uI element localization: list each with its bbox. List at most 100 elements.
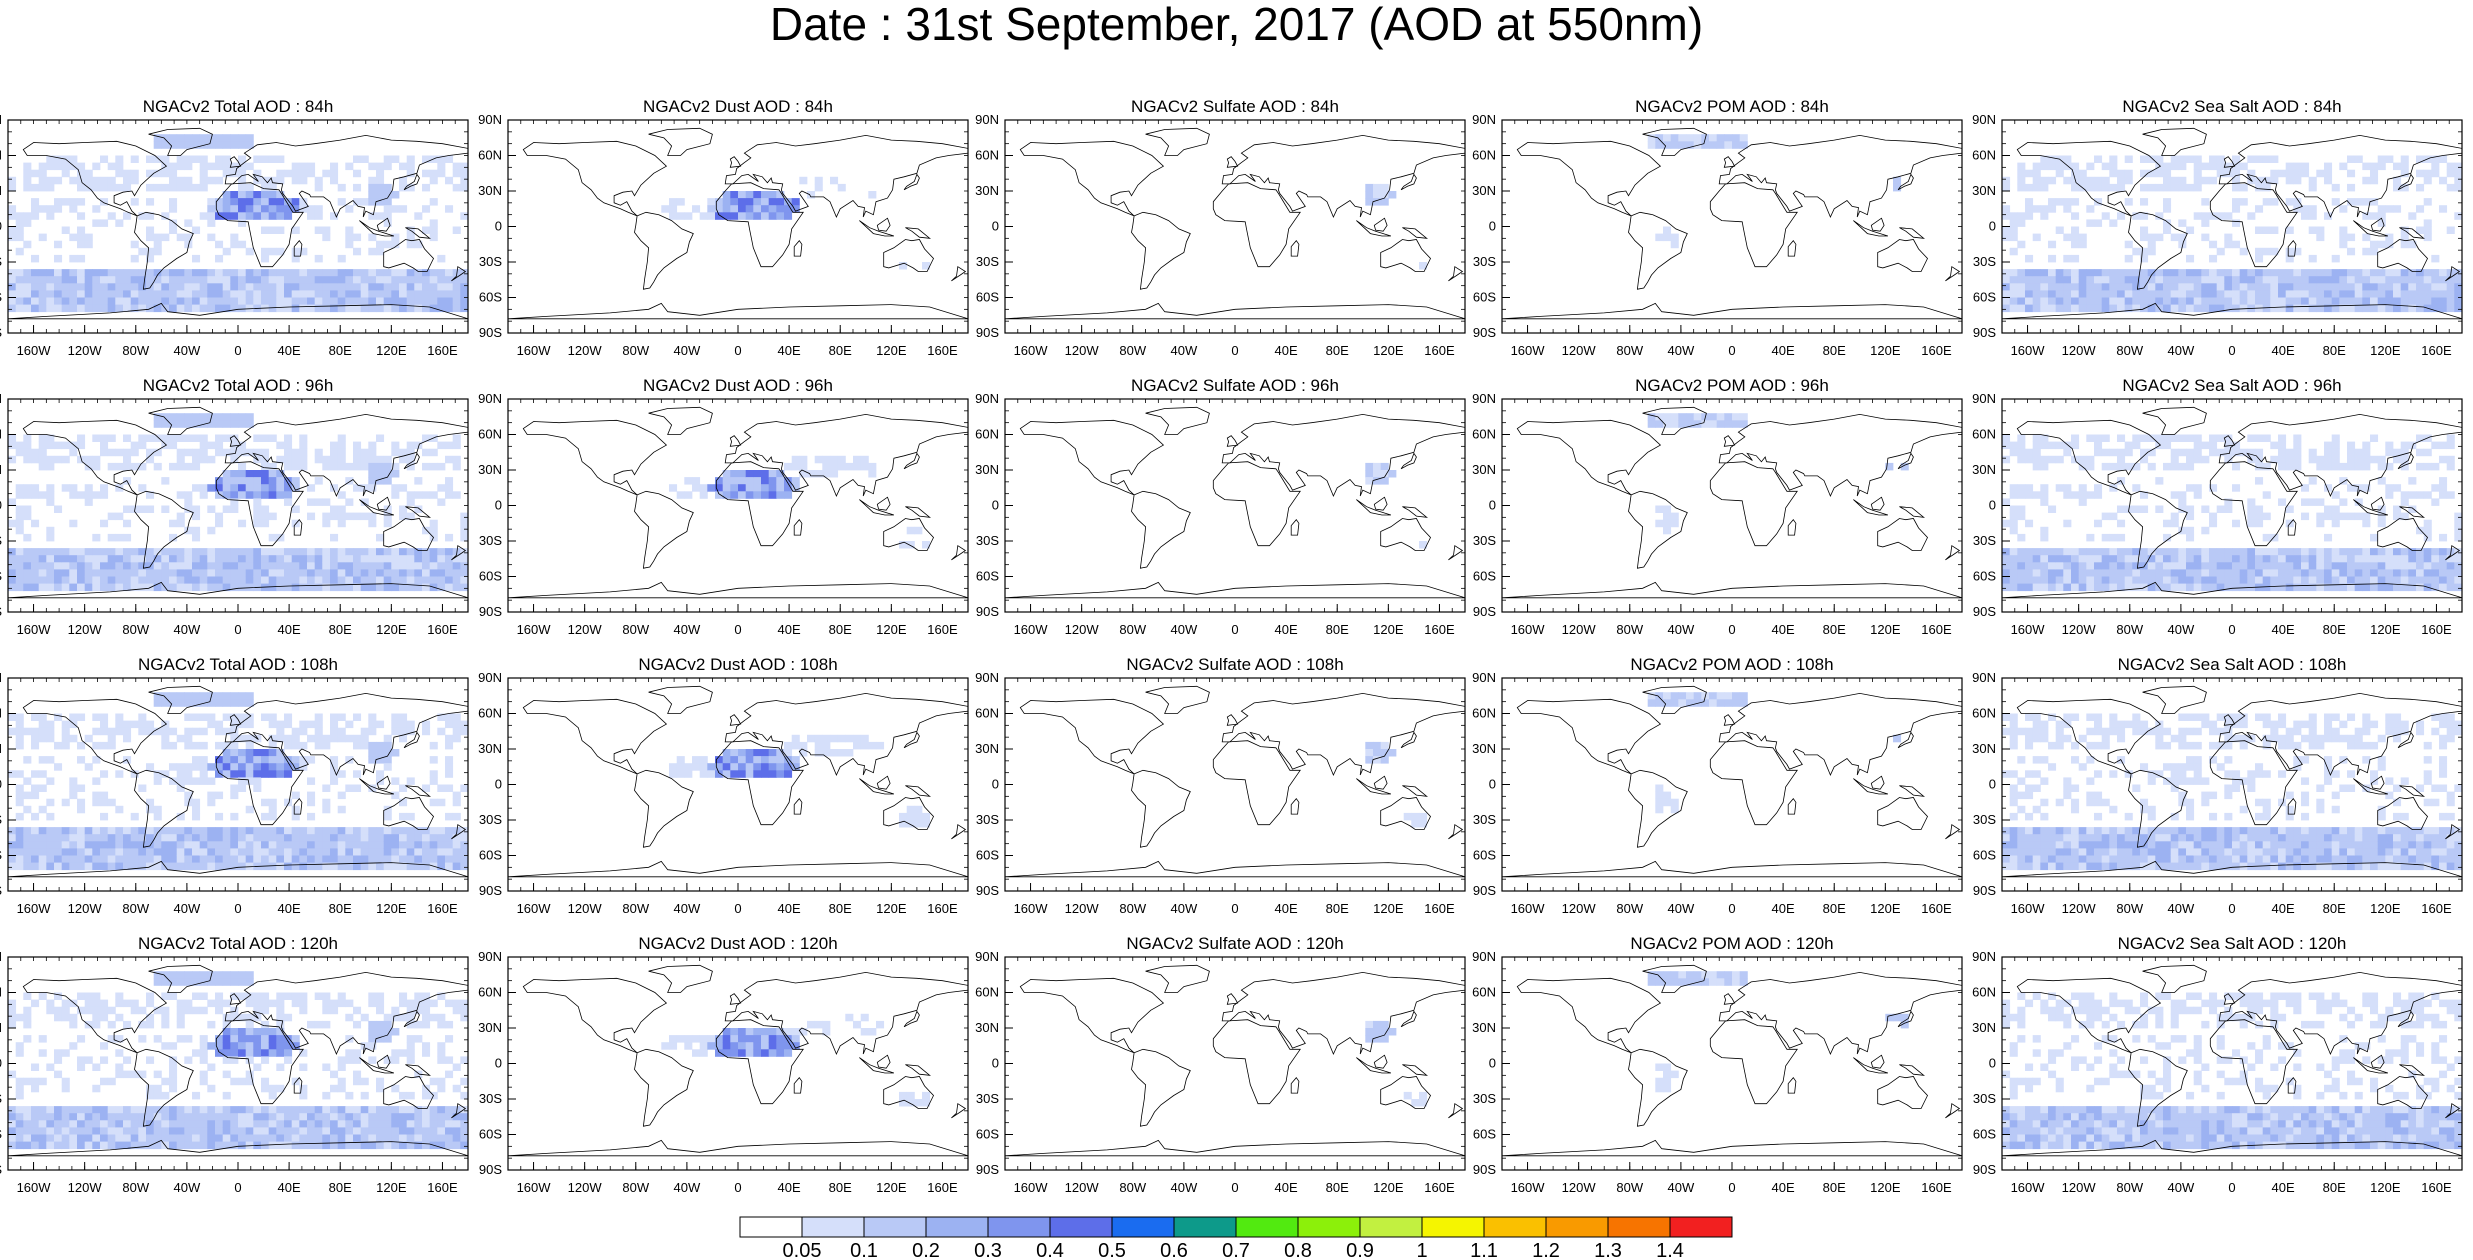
aod-cell	[2285, 505, 2294, 513]
coastline-australia	[883, 239, 934, 272]
aod-cell	[2124, 441, 2133, 450]
aod-cell	[337, 297, 346, 305]
aod-cell	[276, 491, 285, 499]
aod-cell	[1900, 462, 1909, 471]
aod-cell	[184, 692, 193, 700]
aod-cell	[245, 548, 254, 556]
aod-cell	[100, 484, 109, 492]
aod-cell	[2324, 505, 2333, 513]
aod-cell	[2017, 219, 2026, 227]
aod-cell	[230, 569, 239, 577]
aod-cell	[2224, 276, 2233, 284]
aod-cell	[207, 555, 216, 563]
aod-cell	[61, 720, 70, 729]
aod-cell	[2040, 484, 2049, 492]
aod-cell	[2032, 555, 2041, 563]
aod-cell	[2293, 448, 2302, 457]
aod-cell	[161, 727, 170, 736]
aod-cell	[54, 763, 63, 771]
aod-cell	[1716, 134, 1725, 142]
aod-cell	[138, 555, 147, 563]
lat-tick-label: 30N	[1972, 183, 1996, 198]
aod-cell	[276, 533, 285, 542]
aod-cell	[69, 276, 78, 284]
aod-cell	[2347, 484, 2356, 492]
aod-cell	[1655, 505, 1664, 513]
aod-cell	[2163, 283, 2172, 291]
aod-cell	[2124, 583, 2133, 592]
aod-cell	[2262, 269, 2271, 277]
aod-cell	[54, 576, 63, 584]
aod-cell	[2147, 434, 2156, 442]
aod-cell	[2247, 548, 2256, 556]
aod-cell	[2393, 583, 2402, 592]
aod-cell	[322, 276, 331, 284]
aod-cell	[192, 548, 201, 556]
aod-cell	[184, 583, 193, 592]
aod-cell	[353, 183, 362, 192]
aod-cell	[161, 699, 170, 707]
aod-cell	[722, 212, 731, 220]
aod-cell	[2431, 569, 2440, 577]
aod-cell	[92, 269, 101, 277]
aod-cell	[368, 283, 377, 291]
aod-cell	[230, 562, 239, 570]
aod-cell	[452, 226, 461, 234]
aod-cell	[2009, 448, 2018, 457]
aod-cell	[15, 713, 24, 721]
aod-cell	[2178, 240, 2187, 249]
aod-cell	[15, 562, 24, 570]
aod-cell	[2385, 276, 2394, 284]
aod-cell	[115, 448, 124, 457]
aod-field	[1365, 462, 1428, 549]
aod-cell	[245, 247, 254, 256]
coastline-japan	[2397, 173, 2414, 191]
aod-cell	[1380, 191, 1389, 199]
aod-cell	[130, 441, 139, 450]
aod-cell	[360, 297, 369, 305]
aod-cell	[2416, 576, 2425, 584]
aod-cell	[2400, 555, 2409, 563]
aod-cell	[314, 297, 323, 305]
aod-cell	[422, 304, 431, 313]
aod-cell	[2178, 162, 2187, 171]
aod-cell	[261, 484, 270, 492]
aod-cell	[291, 505, 300, 513]
aod-cell	[2431, 583, 2440, 592]
coastline-new-guinea	[2399, 227, 2425, 239]
aod-cell	[2124, 462, 2133, 471]
aod-cell	[1678, 141, 1687, 149]
aod-cell	[1893, 176, 1902, 185]
aod-cell	[61, 855, 70, 863]
coastline-africa	[715, 461, 804, 547]
aod-cell	[2017, 176, 2026, 185]
aod-cell	[2255, 155, 2264, 163]
aod-cell	[2193, 290, 2202, 298]
aod-cell	[176, 576, 185, 584]
aod-cell	[2285, 562, 2294, 570]
aod-cell	[1663, 141, 1672, 149]
aod-cell	[2331, 512, 2340, 521]
aod-cell	[406, 304, 415, 313]
aod-cell	[15, 247, 24, 256]
aod-cell	[1380, 183, 1389, 192]
aod-cell	[2239, 297, 2248, 305]
aod-cell	[2324, 455, 2333, 464]
aod-cell	[699, 484, 708, 492]
aod-cell	[460, 583, 469, 592]
aod-cell	[2209, 297, 2218, 305]
aod-cell	[38, 441, 47, 450]
aod-cell	[2055, 441, 2064, 450]
aod-cell	[2117, 455, 2126, 464]
aod-cell	[2393, 276, 2402, 284]
aod-cell	[153, 576, 162, 584]
aod-cell	[2316, 498, 2325, 506]
aod-cell	[2002, 290, 2011, 298]
aod-cell	[284, 441, 293, 450]
aod-cell	[2032, 455, 2041, 464]
aod-cell	[2071, 576, 2080, 584]
aod-cell	[2354, 548, 2363, 556]
aod-cell	[107, 734, 116, 743]
aod-cell	[322, 169, 331, 178]
aod-cell	[130, 155, 139, 163]
